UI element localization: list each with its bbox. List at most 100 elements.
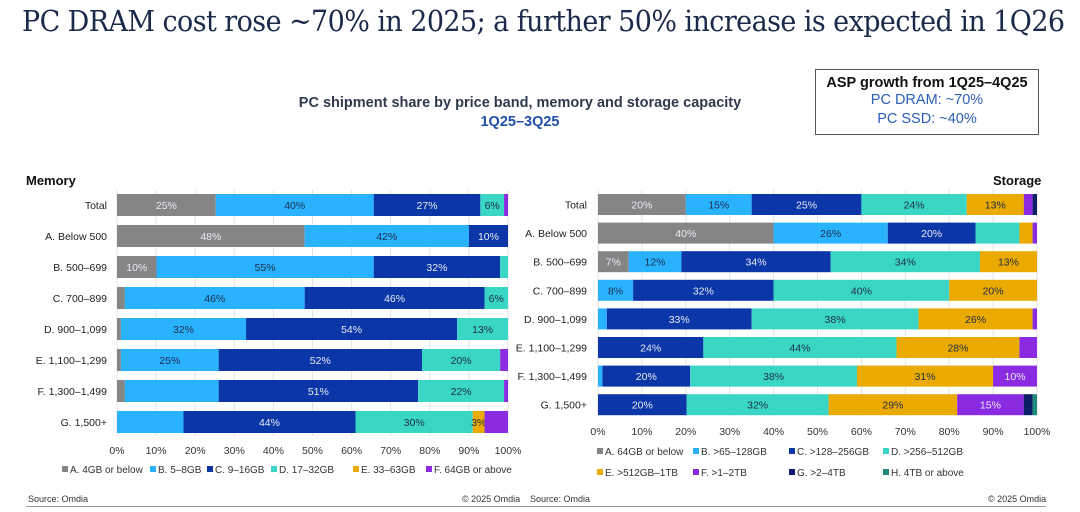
memory-bar-segment (117, 411, 184, 433)
memory-data-label: 40% (284, 200, 305, 212)
storage-data-label: 29% (882, 400, 903, 412)
storage-bar-segment (1032, 308, 1037, 330)
storage-data-label: 20% (636, 371, 657, 383)
storage-legend-swatch (789, 448, 795, 454)
memory-x-tick-label: 50% (302, 445, 323, 457)
memory-bar-segment (484, 411, 508, 433)
asp-heading: ASP growth from 1Q25–4Q25 (826, 75, 1028, 91)
memory-chart-title: Memory (26, 173, 76, 188)
storage-bar-segment (602, 365, 691, 387)
memory-x-tick-label: 70% (380, 445, 401, 457)
storage-bar-segment (1023, 394, 1033, 416)
footer-divider (26, 506, 1046, 507)
memory-data-label: 46% (384, 293, 405, 305)
storage-category-label: Total (565, 200, 587, 212)
left-copyright: © 2025 Omdia (462, 494, 521, 504)
storage-data-label: 20% (921, 228, 942, 240)
left-source: Source: Omdia (28, 494, 89, 504)
memory-x-tick-label: 80% (419, 445, 440, 457)
storage-bar-segment (598, 308, 607, 330)
storage-category-label: F. 1,300–1,499 (518, 371, 588, 383)
memory-data-label: 32% (173, 324, 194, 336)
memory-x-tick-label: 10% (146, 445, 167, 457)
storage-bar-segment (993, 365, 1037, 387)
storage-data-label: 10% (1005, 371, 1026, 383)
storage-legend-swatch (597, 469, 603, 475)
memory-data-label: 30% (404, 417, 425, 429)
storage-bar-segment (703, 337, 897, 358)
memory-bar-segment (355, 411, 473, 433)
memory-category-label: G. 1,500+ (61, 417, 107, 429)
storage-data-label: 8% (608, 285, 623, 297)
storage-x-tick-label: 50% (807, 426, 828, 438)
memory-bar-segment (117, 349, 121, 371)
memory-data-label: 42% (376, 231, 397, 243)
storage-legend-swatch (693, 448, 699, 454)
memory-bar-segment (120, 349, 219, 371)
storage-bar-segment (1032, 394, 1037, 416)
storage-x-tick-label: 40% (763, 426, 784, 438)
storage-bar-segment (861, 194, 967, 215)
storage-bar-segment (918, 308, 1033, 330)
storage-bar-segment (598, 279, 634, 301)
storage-x-tick-label: 0% (590, 426, 605, 438)
storage-legend-label: C. >128–256GB (797, 447, 869, 458)
memory-data-label: 27% (417, 200, 438, 212)
memory-legend-swatch (271, 466, 277, 472)
memory-category-label: Total (85, 200, 107, 212)
storage-legend-label: F. >1–2TB (701, 468, 747, 479)
storage-legend-label: E. >512GB–1TB (605, 468, 678, 479)
memory-legend-label: D. 17–32GB (279, 465, 334, 476)
storage-legend-label: A. 64GB or below (605, 447, 684, 458)
storage-bar-segment (1032, 222, 1037, 244)
storage-bar-segment (828, 394, 958, 416)
storage-data-label: 24% (640, 343, 661, 355)
storage-x-tick-label: 80% (939, 426, 960, 438)
storage-bar-segment (957, 394, 1024, 416)
storage-bar-segment (751, 308, 919, 330)
memory-category-label: E. 1,100–1,299 (36, 355, 107, 367)
storage-x-tick-label: 100% (1024, 426, 1051, 438)
memory-bar-segment (504, 194, 508, 216)
storage-bar-segment (751, 194, 862, 215)
storage-bar-segment (1019, 337, 1037, 358)
storage-data-label: 13% (998, 257, 1019, 269)
storage-x-tick-label: 60% (851, 426, 872, 438)
memory-bar-segment (480, 194, 505, 216)
storage-data-label: 12% (645, 257, 666, 269)
memory-data-label: 6% (485, 200, 500, 212)
storage-bar-segment (598, 251, 629, 273)
memory-x-tick-label: 30% (224, 445, 245, 457)
memory-data-label: 52% (310, 355, 331, 367)
storage-data-label: 32% (747, 400, 768, 412)
memory-data-label: 55% (255, 262, 276, 274)
storage-bar-segment (1023, 194, 1033, 215)
memory-legend-swatch (207, 466, 213, 472)
storage-legend-swatch (883, 448, 889, 454)
storage-bar-segment (685, 194, 752, 215)
storage-bar-segment (966, 194, 1024, 215)
storage-data-label: 40% (851, 285, 872, 297)
memory-bar-segment (117, 225, 305, 247)
storage-bar-segment (975, 222, 1020, 244)
chart-period: 1Q25–3Q25 (480, 114, 560, 130)
memory-data-label: 10% (478, 231, 499, 243)
storage-bar-segment (690, 365, 858, 387)
memory-bar-segment (117, 380, 125, 402)
memory-category-label: F. 1,300–1,499 (38, 386, 108, 398)
memory-bar-segment (117, 194, 216, 216)
memory-bar-segment (472, 411, 485, 433)
storage-data-label: 28% (947, 343, 968, 355)
storage-bar-segment (628, 251, 682, 273)
storage-chart-title: Storage (993, 173, 1042, 188)
storage-data-label: 26% (965, 314, 986, 326)
storage-bar-segment (896, 337, 1020, 358)
memory-category-label: C. 700–899 (53, 293, 107, 305)
storage-legend-swatch (597, 448, 603, 454)
memory-bar-segment (504, 380, 508, 402)
storage-data-label: 34% (895, 257, 916, 269)
storage-bar-segment (681, 251, 831, 273)
storage-category-label: D. 900–1,099 (524, 314, 587, 326)
storage-bar-segment (598, 365, 603, 387)
